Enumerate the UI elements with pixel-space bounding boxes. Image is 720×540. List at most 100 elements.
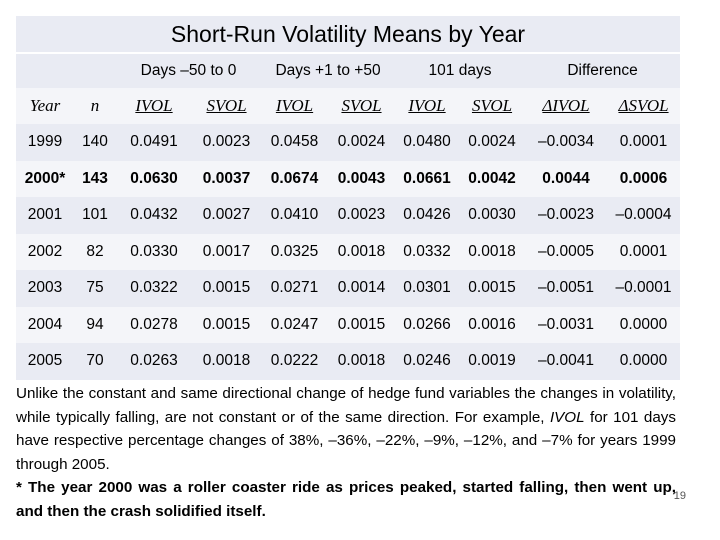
header-cell bbox=[16, 54, 74, 88]
footnote-text-post: for 101 days have respective percentage … bbox=[16, 408, 676, 473]
table-cell: 94 bbox=[74, 306, 116, 343]
header-ivol: IVOL bbox=[395, 88, 459, 124]
header-svol: SVOL bbox=[192, 88, 261, 124]
table-body: 1999 140 0.0491 0.0023 0.0458 0.0024 0.0480 0.0… bbox=[16, 124, 681, 380]
table-cell: 0.0271 bbox=[261, 270, 328, 307]
table-cell: 0.0043 bbox=[328, 160, 395, 197]
table-cell: –0.0031 bbox=[525, 306, 608, 343]
table-cell: 0.0410 bbox=[261, 197, 328, 234]
table-cell: 0.0426 bbox=[395, 197, 459, 234]
table-cell: 0.0018 bbox=[328, 233, 395, 270]
header-ivol: IVOL bbox=[261, 88, 328, 124]
table-cell: 0.0015 bbox=[459, 270, 526, 307]
table-cell: 0.0018 bbox=[459, 233, 526, 270]
table-cell: 0.0480 bbox=[395, 124, 459, 161]
header-days-before: Days –50 to 0 bbox=[116, 54, 261, 88]
table-row: 2005 70 0.0263 0.0018 0.0222 0.0018 0.0246 0.00… bbox=[16, 343, 681, 380]
table-cell: 0.0018 bbox=[192, 343, 261, 380]
table-cell: 0.0266 bbox=[395, 306, 459, 343]
table-cell: 0.0015 bbox=[192, 306, 261, 343]
table-cell: 0.0263 bbox=[116, 343, 192, 380]
volatility-table: Days –50 to 0 Days +1 to +50 101 days Di… bbox=[16, 54, 681, 380]
table-row: 2004 94 0.0278 0.0015 0.0247 0.0015 0.0266 0.00… bbox=[16, 306, 681, 343]
table-cell: 0.0030 bbox=[459, 197, 526, 234]
table-cell: 0.0037 bbox=[192, 160, 261, 197]
table-cell: –0.0005 bbox=[525, 233, 608, 270]
table-cell: 0.0001 bbox=[607, 124, 681, 161]
year-cell: 2005 bbox=[16, 343, 74, 380]
table-cell: 0.0630 bbox=[116, 160, 192, 197]
table-cell: 0.0000 bbox=[607, 343, 681, 380]
table-cell: 0.0006 bbox=[607, 160, 681, 197]
page-number: 19 bbox=[673, 490, 686, 502]
year-cell: 2001 bbox=[16, 197, 74, 234]
table-cell: 0.0016 bbox=[459, 306, 526, 343]
table-cell: 0.0027 bbox=[192, 197, 261, 234]
table-cell: –0.0001 bbox=[607, 270, 681, 307]
table-cell: 0.0017 bbox=[192, 233, 261, 270]
header-delta-ivol: ΔIVOL bbox=[525, 88, 608, 124]
footnote-text: Unlike the constant and same directional… bbox=[16, 382, 676, 476]
table-cell: 0.0024 bbox=[328, 124, 395, 161]
header-days-after: Days +1 to +50 bbox=[261, 54, 395, 88]
slide-title: Short-Run Volatility Means by Year bbox=[16, 16, 680, 52]
year-cell: 2000* bbox=[16, 160, 74, 197]
table-cell: 0.0015 bbox=[192, 270, 261, 307]
footnote: Unlike the constant and same directional… bbox=[16, 382, 676, 523]
header-delta-svol: ΔSVOL bbox=[607, 88, 681, 124]
year-cell: 1999 bbox=[16, 124, 74, 161]
table-row: 2003 75 0.0322 0.0015 0.0271 0.0014 0.0301 0.00… bbox=[16, 270, 681, 307]
table-cell: 75 bbox=[74, 270, 116, 307]
year-cell: 2004 bbox=[16, 306, 74, 343]
table-cell: 0.0246 bbox=[395, 343, 459, 380]
table-cell: 0.0222 bbox=[261, 343, 328, 380]
table-cell: 0.0247 bbox=[261, 306, 328, 343]
year-cell: 2002 bbox=[16, 233, 74, 270]
header-cell bbox=[74, 54, 116, 88]
table-cell: 0.0301 bbox=[395, 270, 459, 307]
table-cell: 0.0023 bbox=[328, 197, 395, 234]
table-cell: 0.0330 bbox=[116, 233, 192, 270]
table-cell: 82 bbox=[74, 233, 116, 270]
table-row: 1999 140 0.0491 0.0023 0.0458 0.0024 0.0480 0.0… bbox=[16, 124, 681, 161]
table-cell: –0.0004 bbox=[607, 197, 681, 234]
table-row: 2000* 143 0.0630 0.0037 0.0674 0.0043 0.0661 0.… bbox=[16, 160, 681, 197]
table-cell: 0.0044 bbox=[525, 160, 608, 197]
footnote-ivol: IVOL bbox=[549, 408, 585, 426]
table-row: 2001 101 0.0432 0.0027 0.0410 0.0023 0.0426 0.0… bbox=[16, 197, 681, 234]
header-101-days: 101 days bbox=[395, 54, 526, 88]
table-cell: 0.0000 bbox=[607, 306, 681, 343]
table-cell: 0.0014 bbox=[328, 270, 395, 307]
table-cell: 0.0042 bbox=[459, 160, 526, 197]
table-cell: 70 bbox=[74, 343, 116, 380]
table-cell: 0.0661 bbox=[395, 160, 459, 197]
table-cell: –0.0023 bbox=[525, 197, 608, 234]
table-cell: 0.0325 bbox=[261, 233, 328, 270]
table-cell: 0.0019 bbox=[459, 343, 526, 380]
footnote-text-pre: Unlike the constant and same directional… bbox=[16, 385, 676, 426]
header-svol: SVOL bbox=[459, 88, 526, 124]
table-cell: 0.0024 bbox=[459, 124, 526, 161]
table-cell: 140 bbox=[74, 124, 116, 161]
table-cell: 0.0491 bbox=[116, 124, 192, 161]
header-year: Year bbox=[16, 88, 74, 124]
header-svol: SVOL bbox=[328, 88, 395, 124]
table-cell: 0.0023 bbox=[192, 124, 261, 161]
table-cell: –0.0041 bbox=[525, 343, 608, 380]
table-cell: –0.0034 bbox=[525, 124, 608, 161]
table-cell: 0.0674 bbox=[261, 160, 328, 197]
table-cell: 0.0322 bbox=[116, 270, 192, 307]
table-row: 2002 82 0.0330 0.0017 0.0325 0.0018 0.0332 0.00… bbox=[16, 233, 681, 270]
header-row-columns: Year n IVOL SVOL IVOL SVOL IVOL SVOL ΔIV… bbox=[16, 88, 681, 124]
table-cell: 0.0432 bbox=[116, 197, 192, 234]
footnote-year-2000: * The year 2000 was a roller coaster rid… bbox=[16, 479, 676, 520]
table-cell: 143 bbox=[74, 160, 116, 197]
table-cell: 0.0001 bbox=[607, 233, 681, 270]
table-cell: 0.0458 bbox=[261, 124, 328, 161]
table-cell: 0.0015 bbox=[328, 306, 395, 343]
table-cell: 101 bbox=[74, 197, 116, 234]
year-cell: 2003 bbox=[16, 270, 74, 307]
table-cell: 0.0018 bbox=[328, 343, 395, 380]
header-n: n bbox=[74, 88, 116, 124]
